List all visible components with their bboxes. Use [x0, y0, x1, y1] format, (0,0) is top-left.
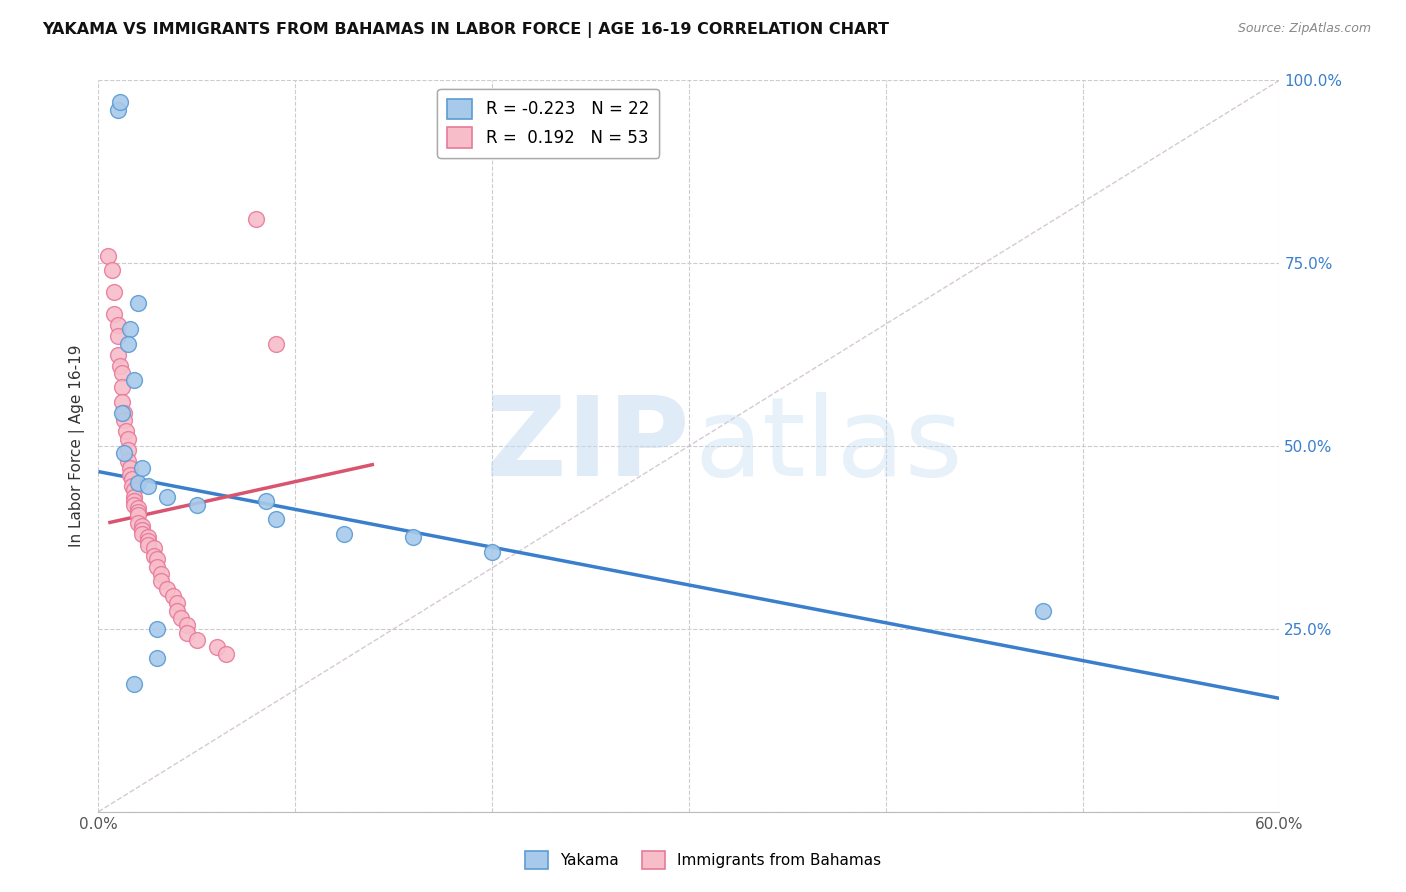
Text: atlas: atlas: [695, 392, 963, 500]
Y-axis label: In Labor Force | Age 16-19: In Labor Force | Age 16-19: [69, 344, 84, 548]
Point: [142, 541, 165, 556]
Point: [117, 453, 139, 467]
Point: [107, 318, 129, 333]
Point: [112, 446, 135, 460]
Point: [97, 249, 120, 263]
Point: [162, 589, 184, 603]
Point: [131, 461, 153, 475]
Point: [186, 632, 208, 647]
Point: [264, 512, 287, 526]
Point: [131, 526, 153, 541]
Point: [150, 567, 173, 582]
Point: [146, 559, 169, 574]
Point: [127, 296, 149, 310]
Legend: Yakama, Immigrants from Bahamas: Yakama, Immigrants from Bahamas: [519, 845, 887, 875]
Point: [103, 285, 125, 300]
Point: [136, 530, 159, 544]
Point: [1032, 603, 1054, 617]
Point: [108, 95, 131, 110]
Point: [112, 413, 135, 427]
Point: [121, 472, 143, 486]
Point: [118, 468, 141, 483]
Point: [122, 494, 145, 508]
Point: [481, 545, 503, 559]
Point: [136, 538, 159, 552]
Point: [127, 516, 149, 530]
Point: [118, 322, 141, 336]
Point: [121, 479, 143, 493]
Point: [136, 479, 159, 493]
Point: [402, 530, 425, 544]
Point: [111, 366, 134, 380]
Point: [107, 348, 129, 362]
Point: [103, 307, 125, 321]
Point: [117, 442, 139, 457]
Point: [176, 618, 198, 632]
Point: [156, 490, 179, 504]
Point: [108, 359, 131, 373]
Point: [146, 622, 169, 636]
Point: [112, 406, 135, 420]
Point: [166, 603, 188, 617]
Point: [131, 519, 153, 533]
Point: [117, 432, 139, 446]
Point: [107, 103, 129, 117]
Point: [127, 501, 149, 516]
Point: [131, 523, 153, 537]
Point: [118, 461, 141, 475]
Point: [101, 263, 124, 277]
Point: [115, 425, 138, 439]
Text: ZIP: ZIP: [485, 392, 689, 500]
Text: Source: ZipAtlas.com: Source: ZipAtlas.com: [1237, 22, 1371, 36]
Point: [245, 212, 267, 227]
Point: [254, 494, 277, 508]
Point: [127, 505, 149, 519]
Point: [264, 336, 287, 351]
Point: [205, 640, 228, 655]
Point: [111, 395, 134, 409]
Point: [333, 526, 356, 541]
Point: [122, 373, 145, 387]
Point: [156, 582, 179, 596]
Point: [146, 552, 169, 566]
Point: [136, 534, 159, 549]
Point: [215, 648, 238, 662]
Point: [150, 574, 173, 589]
Point: [186, 498, 208, 512]
Point: [176, 625, 198, 640]
Point: [122, 490, 145, 504]
Point: [111, 406, 134, 420]
Point: [170, 611, 193, 625]
Point: [107, 329, 129, 343]
Point: [127, 508, 149, 523]
Point: [127, 475, 149, 490]
Text: YAKAMA VS IMMIGRANTS FROM BAHAMAS IN LABOR FORCE | AGE 16-19 CORRELATION CHART: YAKAMA VS IMMIGRANTS FROM BAHAMAS IN LAB…: [42, 22, 889, 38]
Point: [117, 336, 139, 351]
Legend: R = -0.223   N = 22, R =  0.192   N = 53: R = -0.223 N = 22, R = 0.192 N = 53: [437, 88, 659, 158]
Point: [142, 549, 165, 563]
Point: [111, 380, 134, 394]
Point: [122, 676, 145, 690]
Point: [122, 498, 145, 512]
Point: [166, 596, 188, 610]
Point: [146, 651, 169, 665]
Point: [122, 483, 145, 497]
